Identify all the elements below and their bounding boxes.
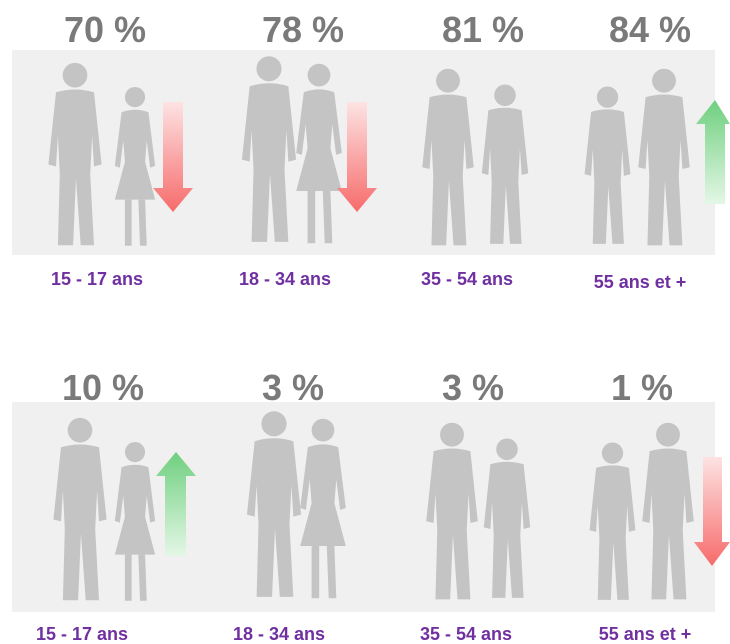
age-label: 18 - 34 ans <box>233 624 325 644</box>
age-label: 18 - 34 ans <box>239 269 331 289</box>
percentage: 70 % <box>64 9 146 50</box>
panel-row-1 <box>12 50 730 255</box>
age-label: 15 - 17 ans <box>36 624 128 644</box>
age-label: 35 - 54 ans <box>420 624 512 644</box>
panel-row-2 <box>12 402 730 612</box>
percentage: 81 % <box>442 9 524 50</box>
arrow-down <box>694 457 730 566</box>
arrow-down <box>153 102 193 212</box>
arrow-up <box>156 452 196 556</box>
age-label: 35 - 54 ans <box>421 269 513 289</box>
percentage: 3 % <box>442 367 504 408</box>
percentage: 3 % <box>262 367 324 408</box>
percentage: 1 % <box>611 367 673 408</box>
age-label: 15 - 17 ans <box>51 269 143 289</box>
arrow-up <box>696 100 730 204</box>
arrow-down <box>337 102 377 212</box>
age-label: 55 ans et + <box>594 272 687 292</box>
percentage: 78 % <box>262 9 344 50</box>
percentage: 84 % <box>609 9 691 50</box>
percentage: 10 % <box>62 367 144 408</box>
age-label: 55 ans et + <box>599 624 692 644</box>
